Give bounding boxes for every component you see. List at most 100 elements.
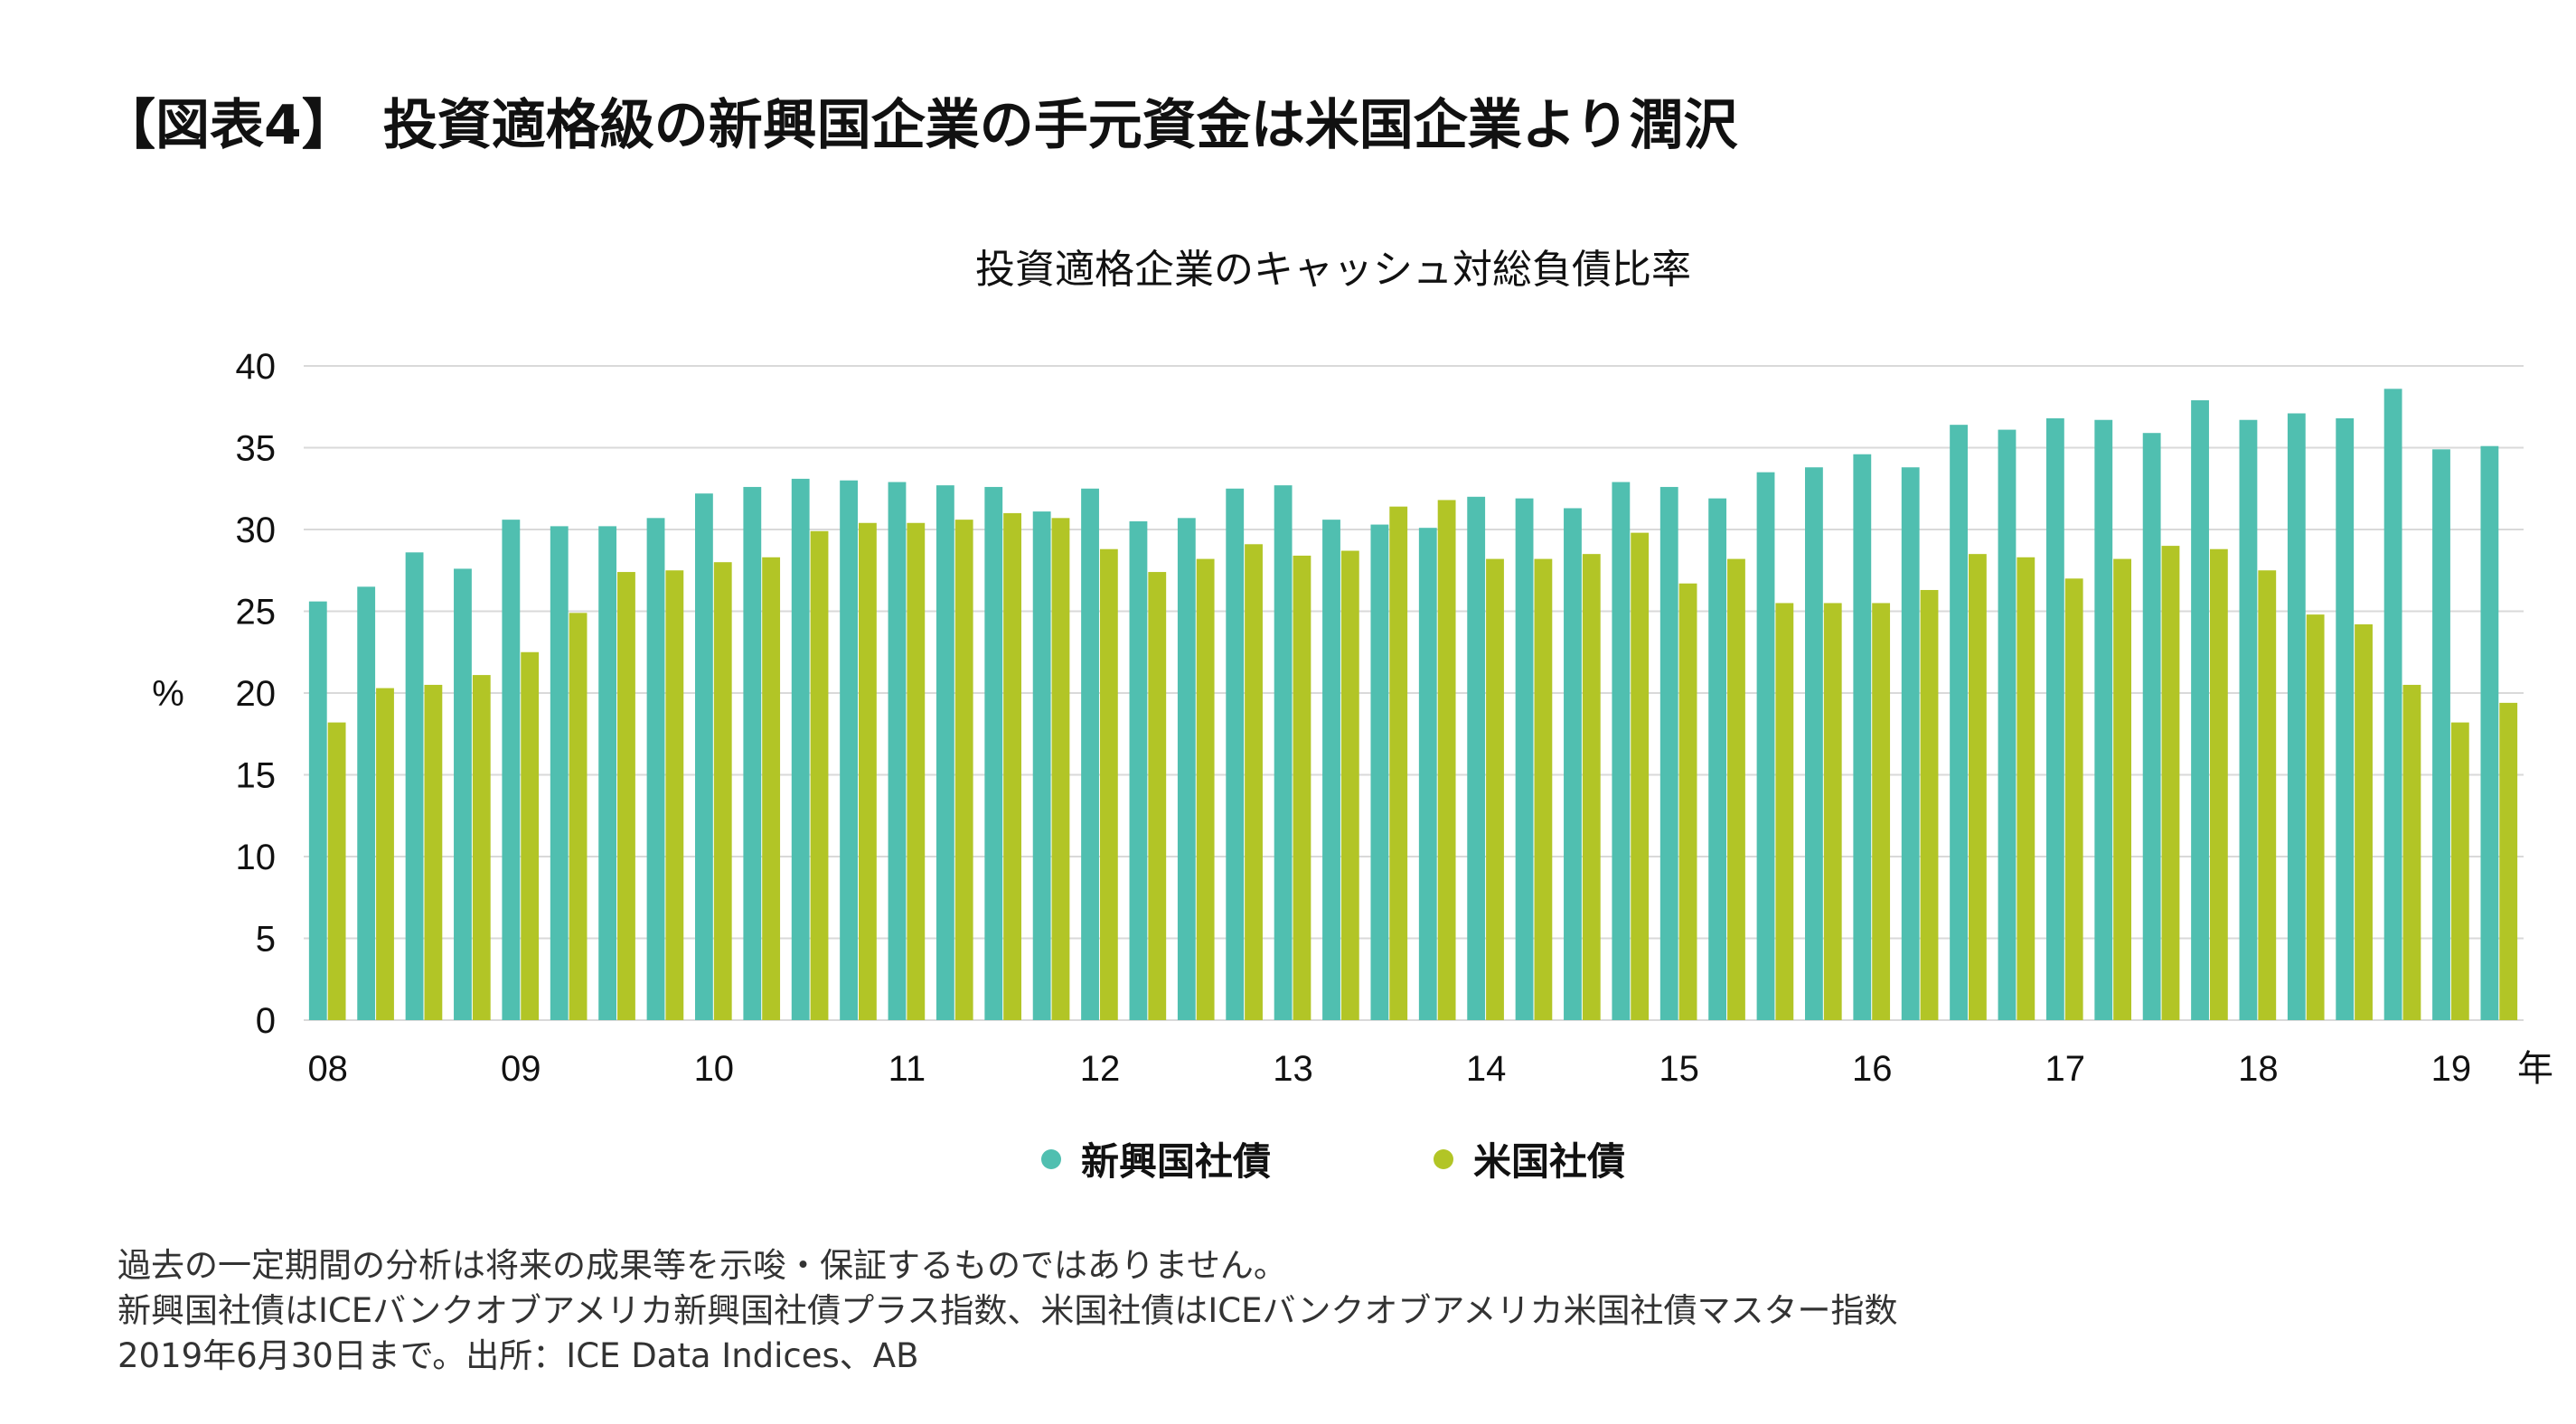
bar-em: [1418, 528, 1437, 1020]
bar-em: [984, 486, 1003, 1020]
bar-em: [1564, 508, 1582, 1020]
bar-us: [327, 722, 346, 1020]
bar-us: [954, 520, 973, 1020]
bar-us: [907, 522, 926, 1020]
chart-title: 投資適格企業のキャッシュ対総負債比率: [975, 247, 1691, 293]
y-tick-label: 5: [256, 920, 276, 960]
bar-em: [1177, 518, 1196, 1020]
bar-us: [617, 572, 635, 1020]
bar-us: [2306, 614, 2325, 1020]
bar-us: [2450, 722, 2469, 1020]
x-tick-label: 19: [2431, 1049, 2472, 1089]
bar-em: [308, 601, 327, 1020]
x-tick-label: 09: [501, 1049, 541, 1089]
bar-us: [472, 675, 491, 1020]
bar-us: [762, 557, 781, 1020]
bar-em: [1129, 520, 1148, 1020]
bar-em: [695, 493, 713, 1020]
bar-us: [1486, 558, 1504, 1020]
note-disclaimer: 過去の一定期間の分析は将来の成果等を示唆・保証するものではありません。: [118, 1246, 1287, 1285]
bar-em: [1756, 472, 1775, 1020]
bar-us: [1969, 554, 1987, 1020]
bar-us: [2258, 570, 2277, 1020]
bar-us: [2161, 546, 2180, 1020]
x-tick-label: 11: [888, 1049, 926, 1089]
bar-us: [1245, 544, 1263, 1020]
bar-us: [521, 651, 540, 1020]
y-tick-label: 30: [236, 511, 277, 550]
bar-us: [1872, 603, 1891, 1020]
bar-us: [1631, 532, 1650, 1020]
bar-em: [840, 480, 858, 1020]
y-tick-label: 25: [236, 593, 277, 632]
bar-em: [2142, 433, 2161, 1021]
bar-em: [1805, 467, 1823, 1020]
legend-item-em: 新興国社債: [1040, 1131, 1271, 1186]
bar-em: [405, 552, 424, 1020]
bar-em: [743, 486, 762, 1020]
bar-us: [1389, 506, 1408, 1020]
y-tick-label: 10: [236, 838, 277, 877]
bar-us: [424, 684, 443, 1020]
bar-em: [2239, 419, 2258, 1021]
bar-em: [1659, 486, 1678, 1020]
bar-em: [2094, 419, 2113, 1021]
bar-em: [1274, 485, 1293, 1020]
bar-em: [1322, 520, 1340, 1020]
legend: 新興国社債 米国社債: [0, 1131, 2576, 1186]
x-tick-label: 13: [1273, 1049, 1313, 1089]
bar-us: [859, 522, 877, 1020]
bar-em: [1950, 425, 1968, 1020]
bar-em: [2480, 445, 2499, 1020]
bar-em: [1081, 488, 1099, 1020]
x-axis-unit: 年: [2517, 1049, 2553, 1089]
x-tick-label: 15: [1659, 1049, 1699, 1089]
bar-us: [1534, 558, 1553, 1020]
bar-us: [1196, 558, 1215, 1020]
note-indices: 新興国社債はICEバンクオブアメリカ新興国社債プラス指数、米国社債はICEバンク…: [118, 1291, 1898, 1330]
bar-us: [1148, 572, 1167, 1020]
bar-em: [550, 526, 569, 1020]
bar-em: [2383, 389, 2402, 1021]
bar-us: [1582, 554, 1601, 1020]
legend-label-em: 新興国社債: [1080, 1139, 1271, 1184]
bar-em: [791, 478, 810, 1020]
bar-em: [1226, 488, 1245, 1020]
bar-em: [598, 526, 617, 1020]
bar-em: [502, 520, 521, 1020]
bar-us: [569, 613, 588, 1020]
y-tick-label: 0: [256, 1001, 276, 1041]
x-tick-label: 14: [1466, 1049, 1507, 1089]
bar-us: [2499, 702, 2518, 1020]
bar-em: [1515, 498, 1534, 1020]
bar-em: [2432, 449, 2450, 1020]
bar-us: [1823, 603, 1842, 1020]
bar-us: [1920, 589, 1939, 1020]
bar-chart: 0 5 10 15 20 25 30 35 40% 08 09 10 11 12 13 14 15 16 17 18 1…: [152, 347, 2553, 1089]
bar-us: [1099, 548, 1118, 1020]
bar-em: [1612, 482, 1631, 1020]
bar-em: [2287, 413, 2306, 1020]
x-tick-label: 17: [2045, 1049, 2086, 1089]
bar-us: [2209, 548, 2228, 1020]
y-tick-label: 15: [236, 756, 277, 796]
bar-us: [665, 570, 684, 1020]
bar-em: [2336, 417, 2355, 1020]
y-axis-label: %: [152, 674, 184, 714]
bar-us: [1293, 555, 1312, 1020]
x-tick-label: 08: [307, 1049, 348, 1089]
bar-em: [646, 518, 665, 1020]
bar-us: [2017, 557, 2035, 1020]
figure-title: 【図表4】 投資適格級の新興国企業の手元資金は米国企業より潤沢: [101, 94, 1738, 157]
bar-us: [2113, 558, 2131, 1020]
y-tick-label: 40: [236, 347, 277, 387]
bar-us: [1051, 518, 1070, 1020]
x-tick-label: 16: [1852, 1049, 1893, 1089]
bar-em: [1467, 496, 1486, 1020]
bar-us: [1678, 583, 1697, 1020]
bar-us: [2064, 578, 2083, 1020]
y-tick-label: 35: [236, 429, 277, 469]
bar-em: [935, 485, 954, 1020]
bar-us: [2355, 623, 2373, 1020]
bar-us: [1437, 500, 1456, 1020]
